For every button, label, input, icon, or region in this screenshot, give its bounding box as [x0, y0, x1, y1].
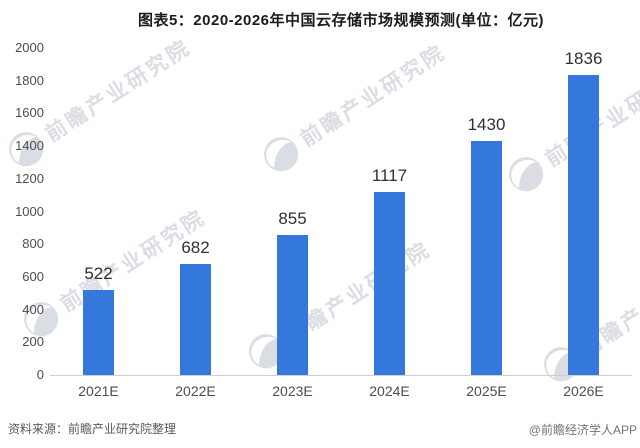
bar-value-label: 522 [84, 263, 113, 283]
bar-2023E [277, 235, 308, 375]
bar-value-label: 855 [278, 209, 307, 229]
y-tick-label: 0 [36, 367, 44, 382]
x-tick-label: 2025E [466, 383, 507, 399]
bar-value-label: 1117 [371, 166, 408, 186]
bar-value-label: 1430 [467, 115, 506, 135]
bar-value-label: 1836 [564, 48, 603, 68]
y-tick-label: 1000 [15, 203, 44, 219]
plot-area: 0 200 400 600 800 1000 1200 1400 1600 1800 2000 52… [15, 40, 632, 399]
y-tick-label: 1600 [15, 105, 44, 121]
x-tick-label: 2021E [78, 383, 119, 399]
bar-value-label: 682 [181, 237, 210, 257]
x-tick-label: 2022E [175, 383, 216, 399]
x-tick-label: 2026E [563, 383, 604, 399]
bar-2024E [374, 192, 405, 375]
y-tick-label: 2000 [15, 40, 44, 55]
y-tick-label: 400 [22, 301, 44, 317]
y-tick-label: 1400 [15, 138, 44, 154]
bar-2021E [83, 289, 114, 375]
source-note: 资料来源：前瞻产业研究院整理 [8, 422, 177, 436]
y-tick-label: 1200 [15, 170, 44, 186]
credit-note: @前瞻经济学人APP [528, 423, 637, 437]
y-tick-label: 1800 [15, 72, 44, 88]
x-tick-label: 2024E [369, 383, 410, 399]
bar-2025E [471, 141, 502, 375]
y-tick-label: 200 [22, 334, 44, 350]
x-tick-label: 2023E [272, 383, 313, 399]
bar-2022E [180, 263, 211, 375]
y-tick-label: 800 [22, 236, 44, 252]
bar-2026E [568, 74, 599, 375]
chart-title: 图表5：2020-2026年中国云存储市场规模预测(单位：亿元) [137, 12, 545, 29]
y-tick-label: 600 [22, 268, 44, 284]
